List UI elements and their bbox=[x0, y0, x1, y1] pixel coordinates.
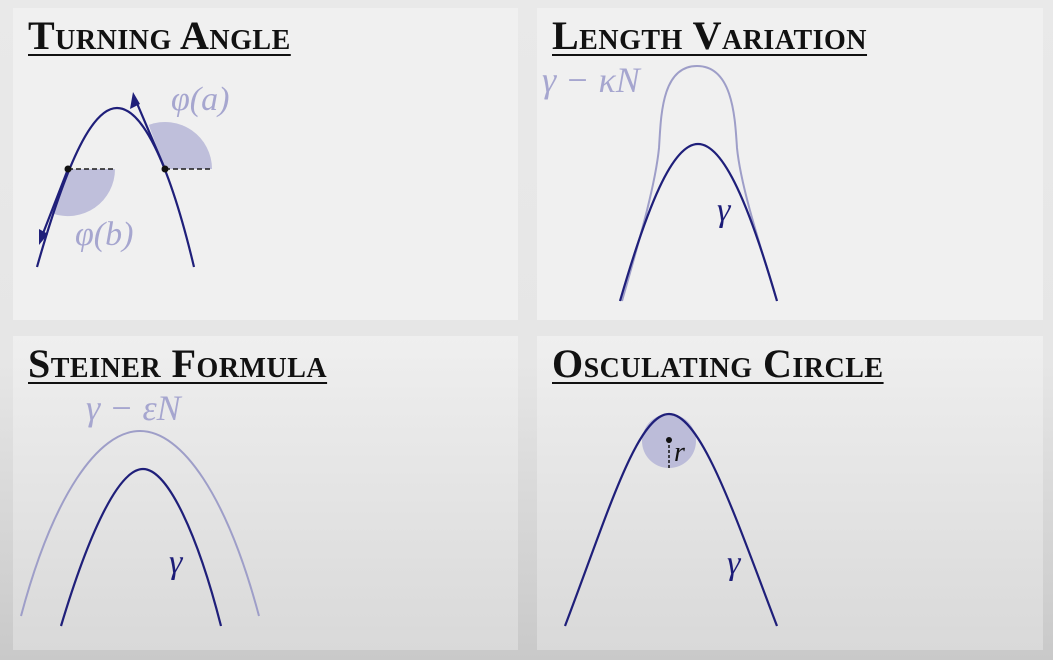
angle-sector-a bbox=[148, 121, 212, 169]
tangent-arrow-b bbox=[40, 168, 70, 237]
length-variation-diagram: γ − κN γ bbox=[542, 60, 779, 302]
curve-gamma bbox=[59, 467, 223, 627]
panel-title: Turning Angle bbox=[28, 13, 291, 58]
panel-title: Osculating Circle bbox=[552, 341, 884, 386]
panel-length-variation: γ − κN γ Length Variation bbox=[537, 8, 1043, 320]
osculating-circle-diagram: r γ bbox=[563, 412, 779, 627]
panel-steiner-formula: γ − εN γ Steiner Formula bbox=[13, 336, 518, 650]
turning-angle-diagram: φ(a) φ(b) bbox=[35, 81, 229, 268]
steiner-formula-diagram: γ − εN γ bbox=[20, 388, 260, 627]
label-phi-a: φ(a) bbox=[171, 81, 229, 118]
panel-turning-angle: φ(a) φ(b) Turning Angle bbox=[13, 8, 518, 320]
label-radius: r bbox=[674, 437, 685, 468]
point-a bbox=[161, 165, 169, 173]
offset-curve bbox=[20, 429, 260, 617]
panel-title: Steiner Formula bbox=[28, 341, 328, 386]
label-offset-curve: γ − κN bbox=[542, 60, 642, 100]
panel-title: Length Variation bbox=[552, 13, 868, 58]
point-b bbox=[64, 165, 72, 173]
label-gamma: γ bbox=[169, 544, 184, 581]
angle-sector-b bbox=[51, 169, 116, 217]
curve-gamma bbox=[35, 106, 196, 268]
label-phi-b: φ(b) bbox=[75, 216, 133, 253]
circle-center bbox=[666, 437, 672, 443]
curve-gamma bbox=[563, 412, 779, 627]
curve-gamma bbox=[618, 142, 779, 302]
panel-osculating-circle: r γ Osculating Circle bbox=[537, 336, 1043, 650]
tangent-arrowhead-b bbox=[39, 229, 48, 245]
tangent-arrowhead-a bbox=[130, 92, 140, 109]
label-gamma: γ bbox=[717, 192, 732, 229]
tangent-arrow-a bbox=[134, 100, 167, 170]
label-offset-curve: γ − εN bbox=[86, 388, 183, 428]
label-gamma: γ bbox=[727, 545, 742, 582]
offset-curve bbox=[621, 64, 778, 302]
